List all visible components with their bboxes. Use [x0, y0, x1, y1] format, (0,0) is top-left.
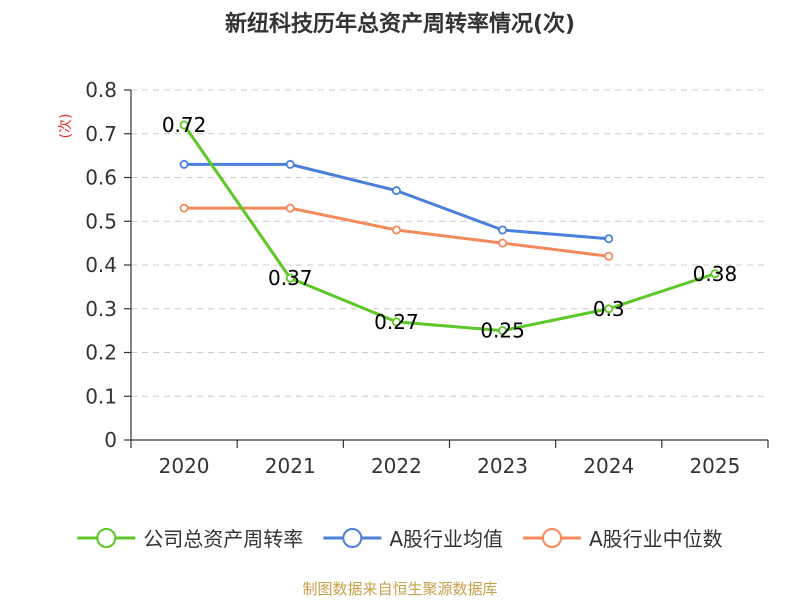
data-label: 0.3	[593, 297, 625, 321]
data-point-0	[285, 273, 295, 283]
x-tick-label: 2023	[477, 454, 528, 478]
legend-label: 公司总资产周转率	[143, 527, 303, 551]
y-tick-label: 0.2	[85, 341, 117, 365]
x-tick-label: 2024	[583, 454, 634, 478]
legend-label: A股行业均值	[389, 527, 503, 551]
data-point-2	[285, 203, 295, 213]
y-tick-label: 0.1	[85, 384, 117, 408]
y-tick-label: 0.8	[85, 78, 117, 102]
data-point-2	[604, 251, 614, 261]
data-point-2	[498, 238, 508, 248]
data-point-1	[179, 159, 189, 169]
y-axis-unit-label: (次)	[58, 114, 74, 139]
axis-layer: 0 0.1 0.2 0.3 0.4 0.5 0.6 0.7 0.8 2020 2021 2022 202…	[85, 78, 769, 478]
data-label: 0.25	[480, 319, 525, 343]
data-point-2	[179, 203, 189, 213]
legend-item-2[interactable]: A股行业中位数	[523, 527, 723, 551]
data-point-1	[498, 225, 508, 235]
x-tick-label: 2021	[265, 454, 316, 478]
legend-marker-icon	[96, 528, 117, 548]
legend: 公司总资产周转率 A股行业均值 A股行业中位数	[77, 527, 723, 551]
source-note: 制图数据来自恒生聚源数据库	[302, 580, 497, 598]
data-point-1	[604, 234, 614, 244]
data-point-0	[604, 304, 614, 314]
y-tick-label: 0	[104, 428, 117, 452]
y-tick-label: 0.3	[85, 297, 117, 321]
data-point-2	[391, 225, 401, 235]
data-point-0	[391, 317, 401, 327]
y-tick-label: 0.6	[85, 166, 117, 190]
legend-marker-icon	[342, 528, 363, 548]
grid-layer	[131, 89, 768, 397]
series-line-0	[182, 124, 716, 333]
y-tick-label: 0.5	[85, 209, 117, 233]
data-point-1	[391, 186, 401, 196]
data-label-layer: 0.72 0.37 0.27 0.25 0.3 0.38	[162, 113, 737, 343]
chart-title: 新纽科技历年总资产周转率情况(次)	[225, 11, 575, 37]
data-label: 0.38	[693, 262, 738, 286]
legend-item-0[interactable]: 公司总资产周转率	[77, 527, 303, 551]
data-label: 0.37	[268, 266, 313, 290]
legend-item-1[interactable]: A股行业均值	[323, 527, 503, 551]
legend-marker-icon	[542, 528, 562, 548]
x-tick-label: 2025	[689, 454, 740, 478]
data-point-0	[498, 326, 508, 336]
x-tick-label: 2020	[159, 454, 210, 478]
data-point-1	[285, 159, 295, 169]
legend-label: A股行业中位数	[589, 527, 723, 551]
data-label: 0.27	[374, 310, 419, 334]
data-label: 0.72	[162, 113, 207, 137]
y-tick-label: 0.7	[85, 122, 117, 146]
series-layer	[179, 120, 720, 336]
data-point-0	[710, 269, 720, 279]
x-tick-label: 2022	[371, 454, 422, 478]
y-tick-label: 0.4	[85, 253, 117, 277]
data-point-0	[179, 120, 189, 130]
